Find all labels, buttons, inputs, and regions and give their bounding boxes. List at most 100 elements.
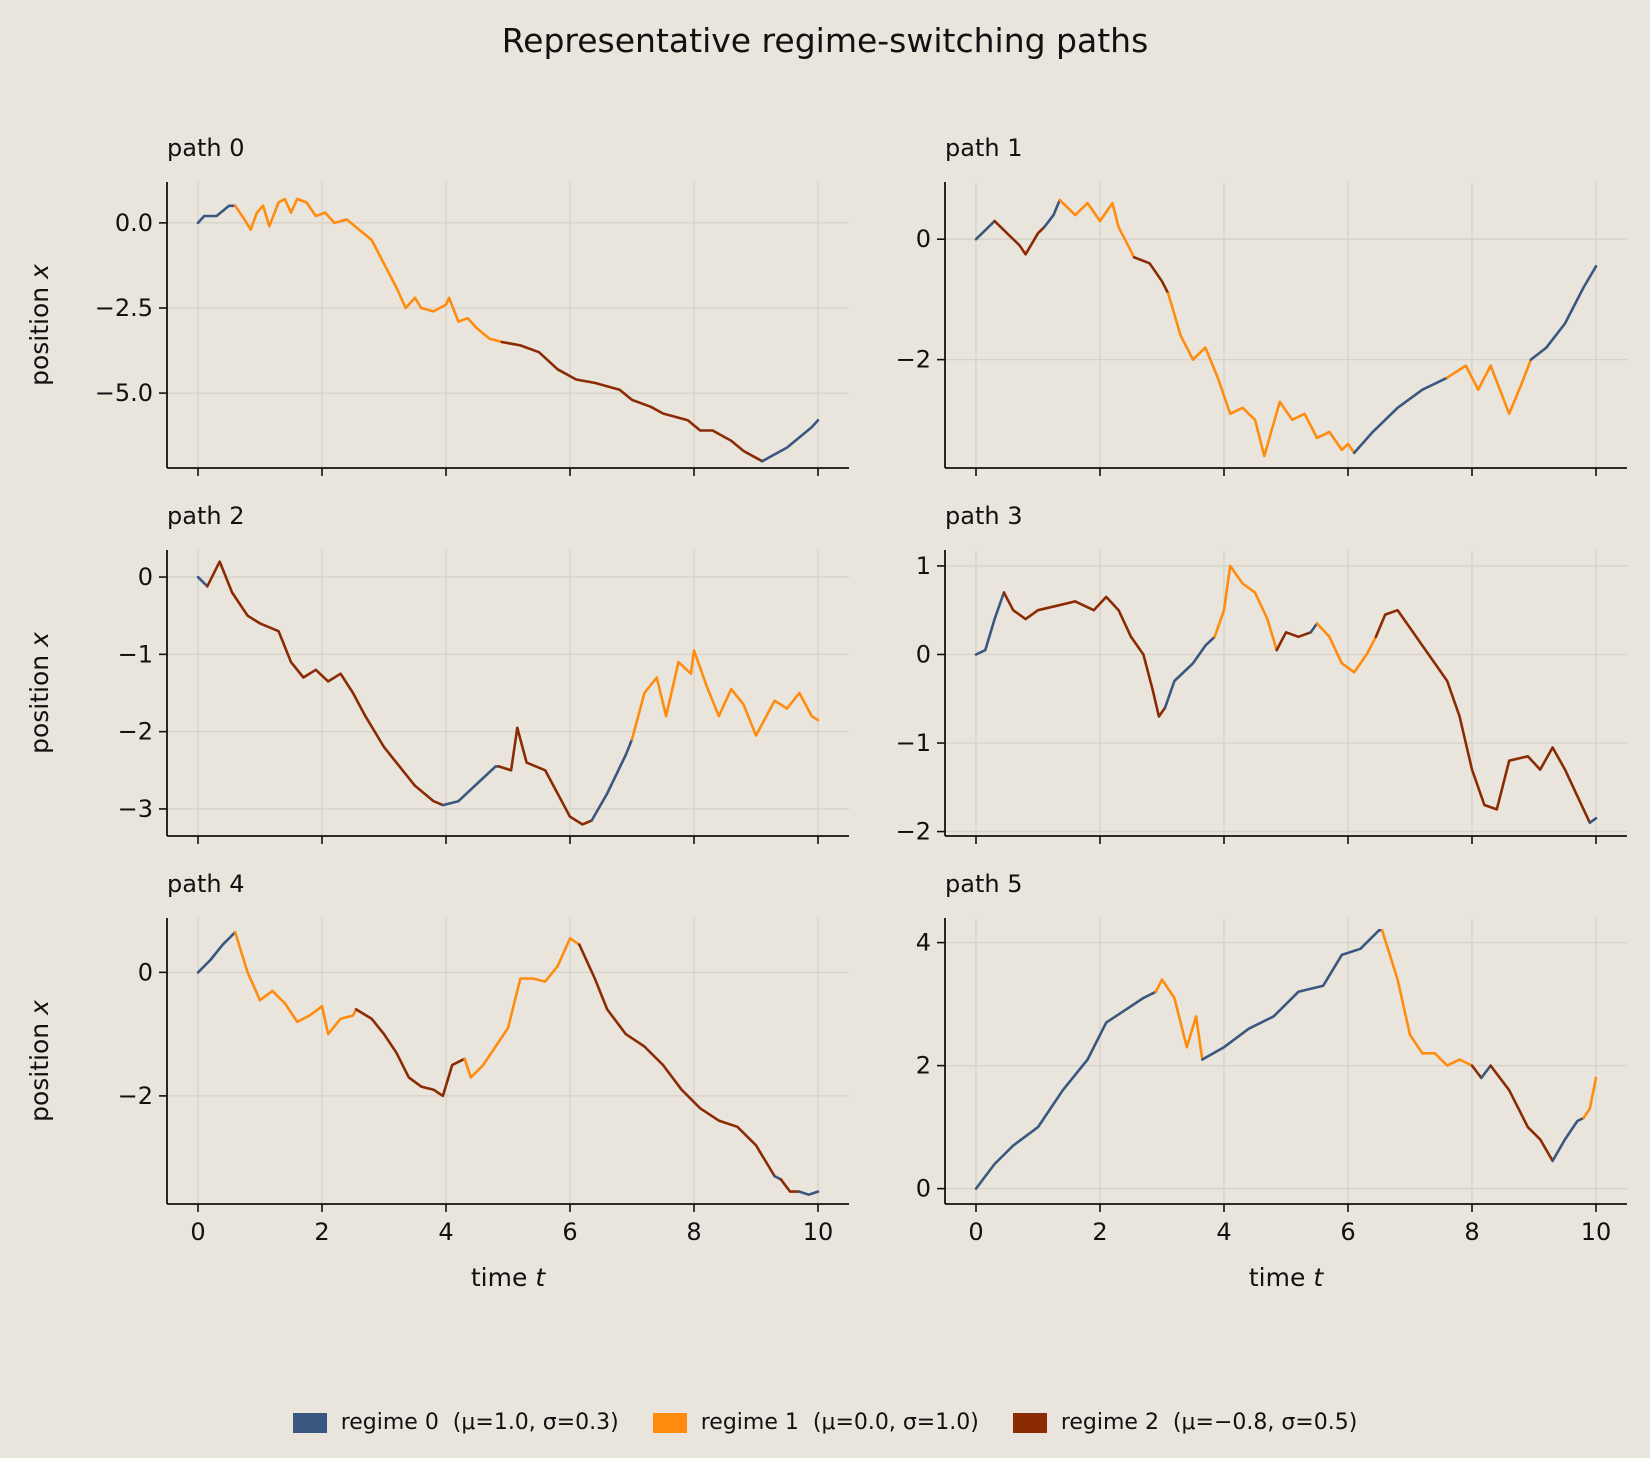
panel-1: 0 −2 path 1 — [896, 134, 1627, 476]
x-tick-label: 0 — [190, 1218, 205, 1246]
series-segment-regime-2 — [206, 560, 445, 807]
series-segment-regime-1 — [1058, 198, 1136, 259]
chart-title: Representative regime-switching paths — [502, 21, 1149, 60]
series-segment-regime-0 — [1042, 198, 1061, 229]
panel-0: 0.0 −2.5 −5.0 path 0 position x — [25, 134, 849, 476]
y-tick-label: −1 — [896, 729, 931, 757]
panel-title: path 3 — [945, 502, 1022, 530]
y-axis-label: position x — [25, 1000, 54, 1122]
y-tick-label: 2 — [916, 1052, 931, 1080]
legend-swatch — [652, 1412, 687, 1433]
y-tick-label: 0 — [138, 958, 153, 986]
series-segment-regime-2 — [354, 1008, 466, 1098]
series-segment-regime-1 — [1154, 978, 1204, 1061]
series-segment-regime-2 — [577, 943, 776, 1178]
series-segment-regime-0 — [590, 738, 634, 822]
legend-swatch — [292, 1412, 327, 1433]
x-tick-label: 4 — [1216, 1218, 1231, 1246]
series-segment-regime-2 — [497, 726, 594, 826]
y-axis-label: position x — [25, 264, 54, 386]
series-segment-regime-2 — [779, 1178, 801, 1193]
series-segment-regime-2 — [1374, 608, 1592, 825]
x-tick-label: 2 — [1092, 1218, 1107, 1246]
y-tick-label: 0 — [916, 640, 931, 668]
y-tick-label: 0.0 — [115, 209, 153, 237]
series-segment-regime-0 — [196, 930, 237, 974]
series-segment-regime-0 — [974, 591, 1006, 656]
panel-4: 0 2 4 6 8 10 0 −2 path 4 position x time t — [25, 870, 849, 1292]
series-segment-regime-0 — [798, 1190, 820, 1196]
legend-label: regime 1 (μ=0.0, σ=1.0) — [700, 1410, 979, 1435]
panel-title: path 2 — [167, 502, 244, 530]
series-segment-regime-2 — [500, 340, 764, 463]
y-tick-label: 4 — [916, 929, 931, 957]
x-tick-label: 10 — [803, 1218, 834, 1246]
x-tick-label: 6 — [1340, 1218, 1355, 1246]
series-segment-regime-1 — [463, 937, 581, 1079]
series-segment-regime-0 — [1480, 1064, 1492, 1080]
y-tick-label: 0 — [916, 225, 931, 253]
series-segment-regime-1 — [1166, 292, 1356, 458]
series-segment-regime-0 — [1551, 1116, 1585, 1163]
series-segment-regime-2 — [993, 219, 1046, 256]
legend-swatch — [1012, 1412, 1047, 1433]
series-segment-regime-2 — [1489, 1064, 1554, 1163]
y-tick-label: −2 — [118, 718, 153, 746]
series-segment-regime-0 — [1309, 622, 1319, 634]
panel-title: path 5 — [945, 870, 1022, 898]
panel-3: 1 0 −1 −2 path 3 — [896, 502, 1627, 846]
series-segment-regime-1 — [1445, 358, 1533, 416]
legend-item: regime 1 (μ=0.0, σ=1.0) — [652, 1410, 979, 1435]
legend-label: regime 2 (μ=−0.8, σ=0.5) — [1060, 1410, 1358, 1435]
y-tick-label: −2 — [896, 346, 931, 374]
y-tick-label: −2 — [896, 818, 931, 846]
y-tick-label: −2 — [118, 1082, 153, 1110]
y-tick-label: −1 — [118, 640, 153, 668]
series-segment-regime-1 — [630, 649, 820, 741]
series-segment-regime-1 — [233, 197, 504, 344]
x-axis-label: time t — [1249, 1263, 1324, 1292]
legend: regime 0 (μ=1.0, σ=0.3) regime 1 (μ=0.0, … — [0, 1410, 1650, 1435]
x-tick-label: 0 — [968, 1218, 983, 1246]
series-segment-regime-2 — [1470, 1064, 1483, 1080]
series-segment-regime-1 — [1315, 622, 1378, 674]
x-tick-label: 6 — [562, 1218, 577, 1246]
series-segment-regime-0 — [974, 219, 996, 241]
legend-item: regime 0 (μ=1.0, σ=0.3) — [292, 1410, 619, 1435]
panel-title: path 1 — [945, 134, 1022, 162]
y-tick-label: 0 — [916, 1175, 931, 1203]
panel-5: 0 2 4 6 8 10 4 2 0 path 5 time t — [916, 870, 1627, 1292]
series-segment-regime-0 — [760, 418, 820, 463]
panel-title: path 4 — [167, 870, 244, 898]
series-segment-regime-2 — [1002, 591, 1167, 718]
y-tick-label: −5.0 — [95, 379, 153, 407]
x-tick-label: 10 — [1581, 1218, 1612, 1246]
series-segment-regime-2 — [1275, 630, 1313, 652]
series-segment-regime-0 — [1163, 635, 1216, 709]
series-segment-regime-1 — [1213, 564, 1278, 652]
series-segment-regime-0 — [1529, 264, 1598, 361]
series-segment-regime-0 — [196, 204, 237, 225]
series-segment-regime-1 — [1582, 1076, 1598, 1120]
panels: 0.0 −2.5 −5.0 path 0 position x 0 −2 path 1 0 −1 −… — [25, 134, 1627, 1292]
x-tick-label: 4 — [438, 1218, 453, 1246]
y-tick-label: 1 — [916, 552, 931, 580]
series-segment-regime-1 — [233, 930, 358, 1036]
x-tick-label: 2 — [314, 1218, 329, 1246]
y-axis-label: position x — [25, 632, 54, 754]
series-segment-regime-0 — [441, 765, 501, 807]
legend-label: regime 0 (μ=1.0, σ=0.3) — [340, 1410, 619, 1435]
series-segment-regime-0 — [196, 575, 209, 588]
legend-item: regime 2 (μ=−0.8, σ=0.5) — [1012, 1410, 1358, 1435]
x-tick-label: 8 — [686, 1218, 701, 1246]
series-segment-regime-1 — [1380, 928, 1474, 1067]
x-tick-label: 8 — [1464, 1218, 1479, 1246]
series-segment-regime-0 — [1588, 816, 1598, 825]
y-tick-label: −2.5 — [95, 294, 153, 322]
y-tick-label: −3 — [118, 795, 153, 823]
y-tick-label: 0 — [138, 563, 153, 591]
series-segment-regime-2 — [1132, 255, 1170, 295]
panel-2: 0 −1 −2 −3 path 2 position x — [25, 502, 849, 844]
x-axis-label: time t — [471, 1263, 546, 1292]
